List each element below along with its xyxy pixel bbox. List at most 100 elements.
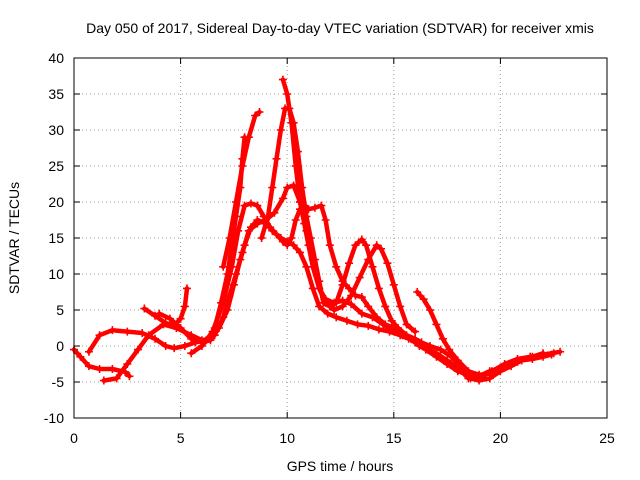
- series-track-8: [257, 104, 548, 385]
- data-point-marker: [246, 199, 255, 208]
- data-point-marker: [357, 309, 366, 318]
- y-tick-label: 5: [56, 302, 64, 318]
- data-point-marker: [264, 212, 273, 221]
- data-point-marker: [332, 262, 341, 271]
- y-tick-label: -10: [44, 410, 64, 426]
- data-point-marker: [364, 302, 373, 311]
- data-point-marker: [357, 293, 366, 302]
- data-point-marker: [330, 306, 339, 314]
- data-point-marker: [295, 248, 304, 257]
- y-tick-label: 25: [48, 158, 64, 174]
- data-point-marker: [287, 234, 296, 242]
- data-point-marker: [161, 318, 170, 327]
- data-point-marker: [372, 241, 381, 250]
- data-point-marker: [155, 309, 164, 318]
- data-point-marker: [176, 314, 185, 323]
- data-point-marker: [278, 237, 287, 246]
- data-point-marker: [438, 334, 447, 343]
- data-point-marker: [187, 349, 196, 358]
- data-point-marker: [229, 280, 238, 289]
- data-point-marker: [300, 219, 309, 228]
- data-point-marker: [513, 357, 522, 366]
- data-point-marker: [240, 241, 249, 250]
- data-point-marker: [310, 203, 319, 212]
- series-track-10: [413, 288, 565, 379]
- data-point-marker: [276, 126, 285, 134]
- y-tick-label: 20: [48, 194, 64, 210]
- data-point-marker: [272, 230, 281, 239]
- data-point-marker: [255, 108, 264, 116]
- data-point-marker: [295, 198, 304, 206]
- data-point-marker: [345, 259, 354, 268]
- data-point-marker: [225, 234, 234, 242]
- data-point-marker: [197, 342, 206, 350]
- data-point-marker: [321, 298, 330, 307]
- data-point-marker: [387, 316, 396, 325]
- data-point-marker: [251, 111, 260, 120]
- series-track-4: [140, 284, 191, 330]
- data-point-marker: [84, 362, 93, 371]
- data-point-marker: [182, 284, 191, 293]
- data-point-marker: [321, 216, 330, 224]
- data-point-marker: [315, 284, 324, 293]
- data-point-marker: [383, 259, 392, 268]
- data-point-marker: [232, 198, 241, 206]
- data-point-marker: [372, 313, 381, 322]
- data-point-marker: [353, 320, 362, 329]
- data-point-marker: [338, 280, 347, 289]
- data-point-marker: [389, 280, 398, 289]
- x-tick-label: 10: [279, 430, 295, 446]
- data-point-marker: [219, 262, 228, 271]
- data-point-marker: [219, 298, 228, 307]
- data-point-marker: [283, 183, 292, 192]
- data-point-marker: [253, 201, 262, 210]
- data-point-marker: [413, 288, 422, 296]
- data-point-marker: [466, 374, 475, 383]
- data-point-marker: [176, 324, 185, 332]
- data-point-marker: [138, 329, 147, 338]
- data-point-marker: [240, 201, 249, 210]
- data-point-marker: [500, 363, 509, 372]
- data-point-marker: [342, 316, 351, 325]
- data-point-marker: [123, 360, 132, 368]
- data-point-marker: [227, 262, 236, 271]
- y-axis-label: SDTVAR / TECUs: [6, 182, 22, 294]
- data-point-marker: [84, 347, 93, 356]
- data-point-marker: [426, 306, 435, 314]
- data-point-marker: [108, 326, 117, 335]
- data-point-marker: [381, 320, 390, 329]
- data-point-marker: [187, 334, 196, 343]
- data-point-marker: [432, 320, 441, 329]
- plot-frame: [73, 57, 608, 419]
- data-point-marker: [244, 133, 253, 142]
- x-tick-labels: 0 5 10 15 20 25: [70, 430, 615, 446]
- data-point-marker: [364, 321, 373, 330]
- y-tick-label: 0: [56, 338, 64, 354]
- data-point-marker: [374, 325, 383, 334]
- series-track-1: [70, 345, 134, 381]
- data-point-marker: [345, 284, 354, 293]
- data-point-marker: [170, 344, 179, 353]
- data-point-marker: [362, 241, 371, 250]
- data-point-marker: [257, 234, 266, 242]
- series-track-7: [219, 108, 264, 271]
- data-point-marker: [99, 376, 108, 385]
- data-point-marker: [238, 162, 247, 170]
- data-point-marker: [347, 291, 356, 300]
- data-point-marker: [417, 338, 426, 347]
- chart-title: Day 050 of 2017, Sidereal Day-to-day VTE…: [86, 20, 594, 36]
- y-tick-label: 40: [48, 50, 64, 66]
- series-track-5: [155, 216, 413, 347]
- data-point-marker: [411, 327, 420, 336]
- series-track-9: [278, 75, 420, 336]
- data-point-marker: [95, 365, 104, 374]
- data-point-marker: [151, 334, 160, 343]
- data-point-marker: [304, 241, 313, 250]
- data-point-marker: [464, 367, 473, 376]
- x-tick-label: 0: [70, 430, 78, 446]
- x-tick-label: 5: [177, 430, 185, 446]
- data-point-marker: [278, 75, 287, 84]
- data-point-marker: [291, 216, 300, 224]
- data-point-marker: [402, 331, 411, 340]
- y-tick-label: 30: [48, 122, 64, 138]
